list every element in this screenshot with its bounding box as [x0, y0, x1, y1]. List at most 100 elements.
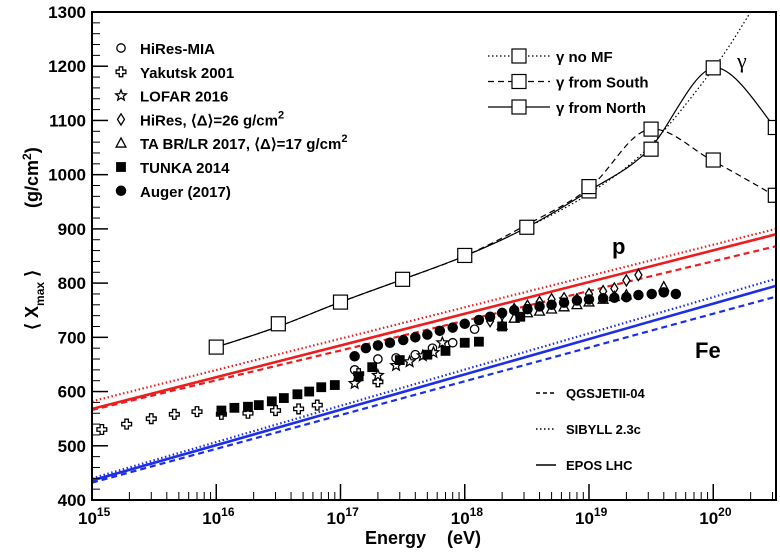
- data-point-auger-2017: [422, 329, 433, 340]
- iron-model-line-dashed: [92, 295, 776, 484]
- data-point-yakutsk-2001: [121, 418, 133, 430]
- data-point-tunka-2014: [497, 321, 508, 332]
- legend-label: Yakutsk 2001: [140, 65, 234, 82]
- data-point-auger-2017: [609, 292, 620, 304]
- data-point-auger-2017: [484, 311, 496, 322]
- iron-model-line-solid: [92, 284, 776, 482]
- legend-gamma-label: γ no MF: [556, 49, 613, 66]
- x-tick-label: 1019: [575, 505, 608, 528]
- gamma-point-marker: [643, 121, 659, 137]
- y-tick-label: 600: [58, 383, 86, 402]
- curves-layer: [92, 12, 776, 484]
- series-auger-2017: [349, 287, 682, 362]
- data-point-auger-2017: [633, 289, 644, 301]
- data-point-tunka-2014: [394, 355, 405, 366]
- legend-gamma-marker: [511, 48, 527, 64]
- data-point-tunka-2014: [329, 380, 340, 390]
- x-tick-label: 1018: [451, 505, 484, 528]
- data-point-auger-2017: [473, 314, 485, 326]
- gamma-point-marker: [332, 294, 349, 310]
- gamma-point-marker: [457, 247, 473, 264]
- data-point-auger-2017: [496, 307, 508, 319]
- y-tick-label: 400: [58, 491, 86, 510]
- gamma-point-marker: [519, 219, 535, 235]
- gamma-point-marker: [705, 60, 721, 76]
- y-tick-label: 1100: [49, 111, 86, 130]
- data-point-tunka-2014: [292, 389, 303, 400]
- x-axis-unit: (eV): [447, 528, 481, 548]
- data-point-auger-2017: [558, 297, 570, 308]
- gamma-point-marker: [581, 178, 597, 195]
- legend-marker-open-diamond: [116, 112, 126, 127]
- series-tunka-2014: [216, 311, 526, 416]
- y-tick-label: 1200: [48, 57, 86, 76]
- y-tick-label: 1300: [48, 3, 86, 22]
- data-point-auger-2017: [434, 325, 446, 337]
- legend-marker-open-triangle: [115, 136, 127, 148]
- data-point-yakutsk-2001: [311, 399, 323, 411]
- legend-marker-filled-square: [116, 162, 126, 172]
- data-points-layer: [96, 268, 682, 436]
- legend-marker-open-star: [114, 88, 128, 102]
- data-point-lofar-2016: [402, 354, 417, 368]
- data-point-auger-2017: [349, 351, 360, 362]
- legend-gamma-label: γ from North: [556, 100, 646, 117]
- legend-label: TA BR/LR 2017, ⟨Δ⟩=17 g/cm2: [140, 133, 347, 153]
- data-point-tunka-2014: [422, 349, 433, 360]
- data-point-yakutsk-2001: [372, 376, 384, 388]
- data-point-yakutsk-2001: [168, 408, 180, 420]
- data-point-yakutsk-2001: [293, 403, 305, 415]
- data-point-lofar-2016: [370, 367, 385, 382]
- gamma-point-marker: [394, 271, 411, 287]
- y-tick-label: 800: [58, 274, 86, 293]
- legend-label: HiRes-MIA: [140, 41, 215, 58]
- data-point-auger-2017: [384, 337, 396, 349]
- gamma-point-marker: [767, 119, 776, 136]
- data-point-hires-mia: [469, 324, 480, 335]
- legend-model-label: QGSJETII-04: [566, 386, 646, 401]
- data-point-tunka-2014: [216, 405, 227, 416]
- data-point-tunka-2014: [367, 362, 378, 373]
- data-point-tunka-2014: [316, 382, 327, 393]
- data-point-auger-2017: [534, 301, 545, 312]
- data-point-lofar-2016: [347, 376, 362, 390]
- x-tick-label: 1020: [699, 505, 732, 528]
- data-point-auger-2017: [522, 303, 533, 315]
- data-point-auger-2017: [658, 287, 670, 298]
- iron-label: Fe: [695, 338, 721, 363]
- iron-model-line-dotted: [92, 277, 776, 480]
- data-point-hires-mia: [447, 337, 458, 348]
- proton-model-line-solid: [92, 233, 776, 411]
- x-tick-label: 1016: [202, 505, 235, 528]
- data-point-yakutsk-2001: [145, 413, 157, 425]
- legend-layer: HiRes-MIA Yakutsk 2001 LOFAR 2016 HiRes, ⟨Δ…: [114, 41, 649, 473]
- gamma-point-marker: [643, 141, 659, 157]
- data-point-auger-2017: [410, 332, 421, 343]
- data-point-tunka-2014: [473, 336, 484, 347]
- legend-marker-open-cross: [115, 66, 127, 78]
- data-point-auger-2017: [459, 318, 470, 330]
- gamma-curve-solid: [216, 67, 776, 348]
- data-point-lofar-2016: [435, 335, 450, 349]
- gamma-point-marker: [270, 316, 286, 332]
- y-tick-label: 1000: [48, 166, 86, 185]
- y-tick-label: 700: [58, 328, 86, 347]
- data-point-auger-2017: [372, 340, 384, 351]
- y-tick-label: 500: [58, 437, 86, 456]
- legend-model-label: EPOS LHC: [566, 458, 633, 473]
- data-point-yakutsk-2001: [96, 423, 108, 436]
- data-point-tunka-2014: [229, 402, 240, 413]
- legend-gamma-label: γ from South: [556, 75, 649, 92]
- proton-label: p: [612, 234, 625, 259]
- data-point-auger-2017: [398, 334, 409, 346]
- data-point-hires-mia: [373, 354, 383, 364]
- data-point-auger-2017: [447, 322, 458, 333]
- x-tick-label: 1017: [326, 505, 359, 528]
- y-axis-unit: (g/cm2): [20, 147, 42, 208]
- proton-model-line-dotted: [92, 227, 776, 403]
- data-point-auger-2017: [508, 304, 520, 316]
- legend-gamma-marker: [511, 73, 527, 90]
- data-point-auger-2017: [646, 288, 658, 300]
- series-yakutsk-2001: [96, 368, 384, 436]
